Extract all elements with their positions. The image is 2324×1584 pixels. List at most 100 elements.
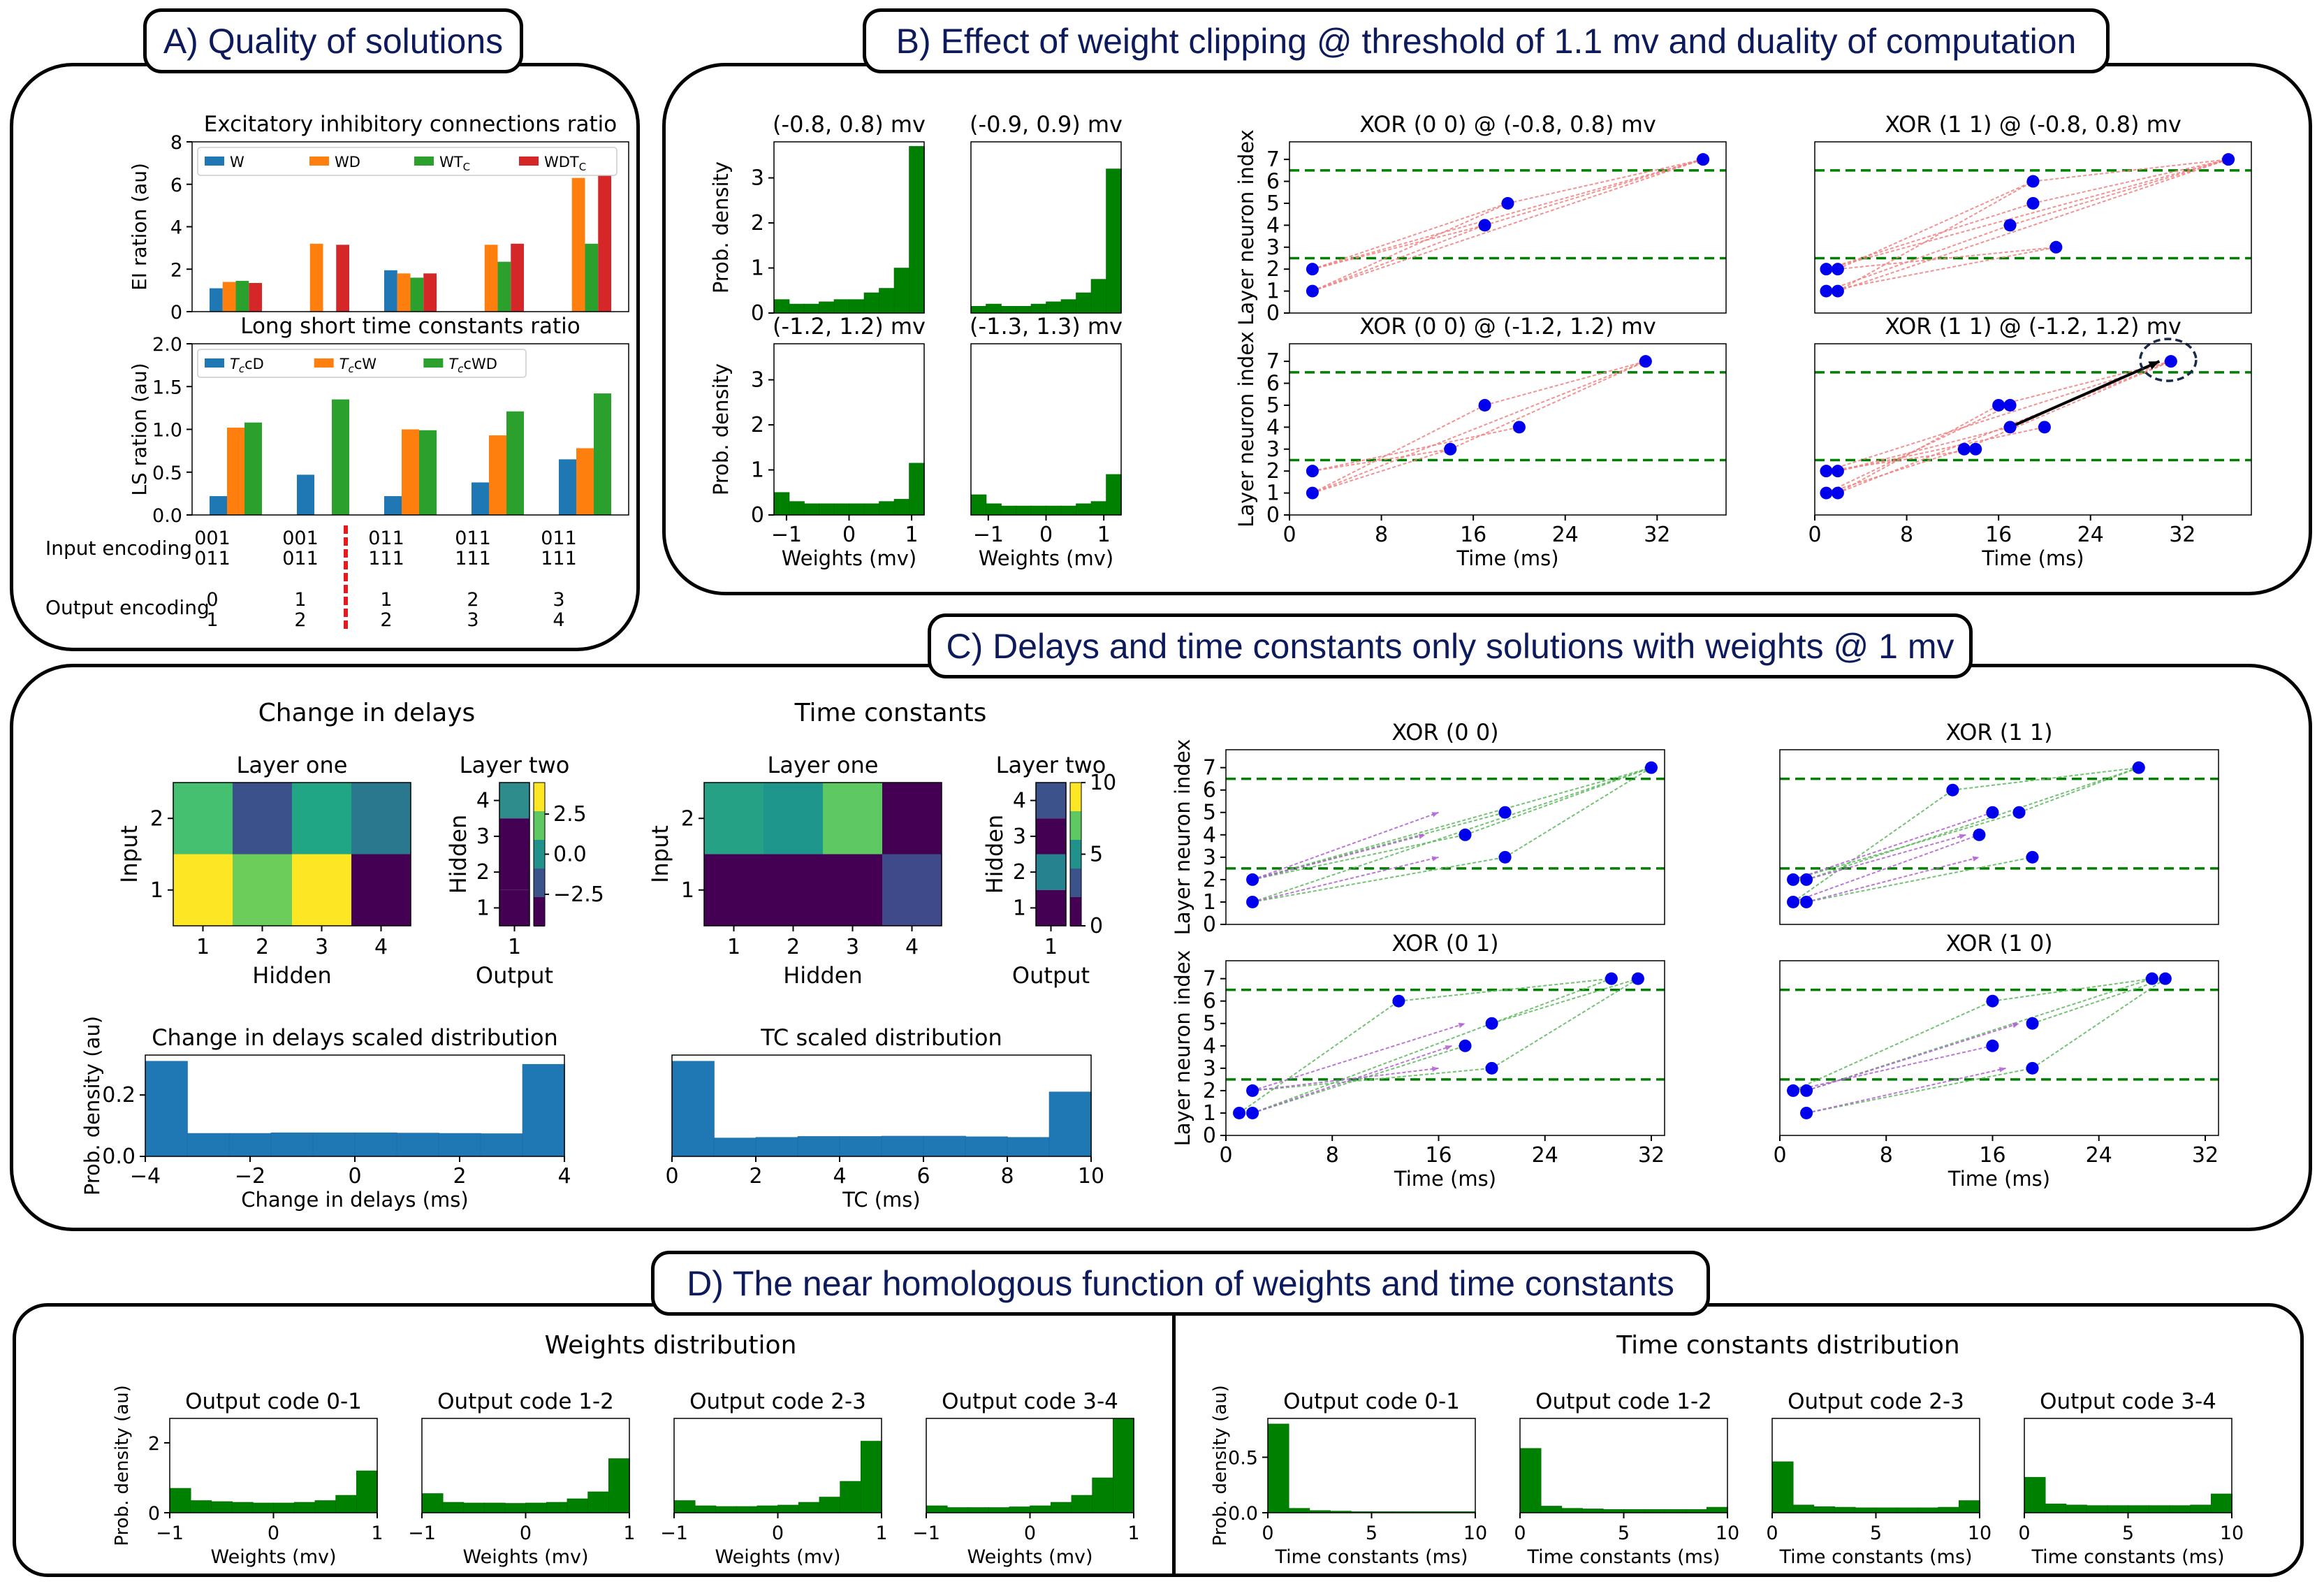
- plot-group: XOR (1 1): [1779, 719, 2219, 925]
- spike-dot: [2145, 972, 2158, 985]
- plot-frame: [1779, 960, 2219, 1136]
- y-tick-label: 0: [1266, 301, 1280, 326]
- hist-bar: [145, 1061, 188, 1157]
- hist-bar: [970, 494, 987, 516]
- hist-bar: [1876, 1507, 1898, 1513]
- hist-bar: [1009, 1506, 1031, 1513]
- y-tick-label: 0: [751, 503, 764, 528]
- hist-bar: [525, 1502, 548, 1513]
- plot-frame: [1267, 1418, 1476, 1513]
- y-axis-label: Hidden: [981, 815, 1008, 894]
- spike-arrow: [1312, 426, 1520, 472]
- spike-arrow-purple-head: [1431, 856, 1439, 862]
- x-tick-label: 0: [1219, 1143, 1232, 1168]
- x-tick-label: 16: [1460, 523, 1486, 547]
- x-tick-label: 1: [508, 935, 521, 959]
- y-tick-label: 0: [148, 1503, 160, 1525]
- bar-T_cW: [402, 429, 419, 515]
- hist-bar: [965, 1136, 1008, 1157]
- spike-arrow: [2019, 766, 2140, 813]
- plot-group: Layer one 1 2 3 4 2 1 Hidden Input: [116, 752, 411, 989]
- hist-bar: [1267, 1423, 1289, 1513]
- spike-dot: [1820, 263, 1833, 276]
- bar-T_cD: [559, 459, 576, 515]
- spike-dot: [2003, 398, 2017, 412]
- plot-group: Output code 1-2 −1 0 1 Weights (mv): [408, 1389, 636, 1568]
- plot-group: Output code 3-4 −1 0 1 Weights (mv): [912, 1389, 1140, 1568]
- x-tick-label: 0: [348, 1164, 361, 1189]
- spike-arrow: [2033, 159, 2229, 182]
- bar-WD: [571, 177, 585, 312]
- x-tick-label: 16: [1425, 1143, 1452, 1168]
- y-tick-label: 2: [170, 259, 182, 281]
- y-tick-label: 2: [1266, 459, 1280, 484]
- hist-bar: [819, 1497, 841, 1513]
- hist-bar: [587, 1491, 610, 1513]
- legend-box: [197, 147, 617, 176]
- chart-title: Output code 0-1: [1283, 1389, 1460, 1414]
- y-tick-label: 4: [170, 217, 182, 239]
- plot-group: Excitatory inhibitory connections ratio 0…: [128, 112, 629, 324]
- spike-dot: [1800, 1106, 1813, 1119]
- spike-dot: [1644, 761, 1658, 774]
- hist-bar: [863, 292, 880, 314]
- spike-arrow-purple-head: [1445, 1045, 1452, 1051]
- encoding-cell: 111: [541, 548, 577, 569]
- x-tick-label: 4: [557, 1164, 571, 1189]
- spike-arrow: [2032, 978, 2166, 1024]
- spike-dot: [1631, 972, 1644, 985]
- spike-arrow-purple-head: [1418, 834, 1426, 839]
- spike-arrow: [1252, 1045, 1466, 1114]
- x-tick-label: 24: [2077, 523, 2104, 547]
- spike-arrow: [1806, 766, 2140, 880]
- spike-arrow: [1964, 361, 2172, 450]
- y-tick-label: 0: [1203, 1124, 1216, 1148]
- encoding-cell: 001: [282, 528, 319, 549]
- bar-T_cD: [472, 482, 489, 515]
- x-tick-label: 1: [1044, 935, 1058, 959]
- banner-d: D) The near homologous function of weigh…: [651, 1251, 1710, 1316]
- bar-WD: [222, 282, 236, 312]
- title-weights-distribution: Weights distribution: [544, 1331, 797, 1360]
- y-tick-label: 1: [751, 256, 764, 281]
- legend-swatch: [309, 157, 329, 166]
- hist-bar: [1112, 1418, 1134, 1513]
- y-tick-label: 2: [1266, 257, 1280, 282]
- spike-dot: [1485, 1061, 1498, 1075]
- x-axis-label: Output: [476, 962, 553, 989]
- highlight-arrow: [2009, 360, 2161, 429]
- spike-dot: [1501, 196, 1514, 210]
- chart-title: Output code 3-4: [2040, 1389, 2216, 1414]
- x-tick-label: −1: [912, 1523, 940, 1544]
- y-axis-label: Layer neuron index: [1171, 739, 1194, 936]
- hist-bar: [522, 1063, 565, 1157]
- y-tick-label: 1.0: [152, 420, 182, 442]
- x-tick-label: 2: [787, 935, 800, 959]
- spike-dot: [1605, 972, 1618, 985]
- hist-bar: [480, 1133, 523, 1157]
- plot-group: Output code 2-3 −1 0 1 Weights (mv): [660, 1389, 888, 1568]
- x-axis-label: Time (ms): [1981, 546, 2084, 570]
- y-axis-label: Input: [647, 825, 673, 883]
- bar-WD: [309, 243, 323, 312]
- x-tick-label: 24: [1532, 1143, 1558, 1168]
- y-axis-label: Hidden: [445, 815, 472, 894]
- spike-arrow-purple-head: [1431, 1066, 1439, 1072]
- spike-dot: [1957, 442, 1971, 456]
- raster-xor11-12: XOR (1 1) @ (-1.2, 1.2) mv 0 8 16 24 32 Time (…: [1808, 313, 2252, 570]
- spike-arrow-purple-head: [1431, 812, 1439, 818]
- y-tick-label: 2.0: [152, 334, 182, 356]
- y-axis-label: Prob. density: [709, 161, 733, 293]
- y-tick-label: 2: [1013, 860, 1026, 885]
- hist-bar: [909, 146, 925, 314]
- weights-hist-08: (-0.8, 0.8) mv 0 1 2 3 Prob. density: [709, 111, 926, 326]
- colorbar-segment: [1070, 897, 1081, 927]
- spike-dot: [1306, 486, 1319, 500]
- chart-title: Change in delays scaled distribution: [152, 1024, 558, 1051]
- heatmap-cell: [499, 783, 529, 819]
- colorbar-segment: [534, 783, 545, 812]
- y-tick-label: 1: [1203, 890, 1216, 915]
- hist-bar: [1106, 168, 1122, 314]
- bar-T_cW: [576, 448, 594, 515]
